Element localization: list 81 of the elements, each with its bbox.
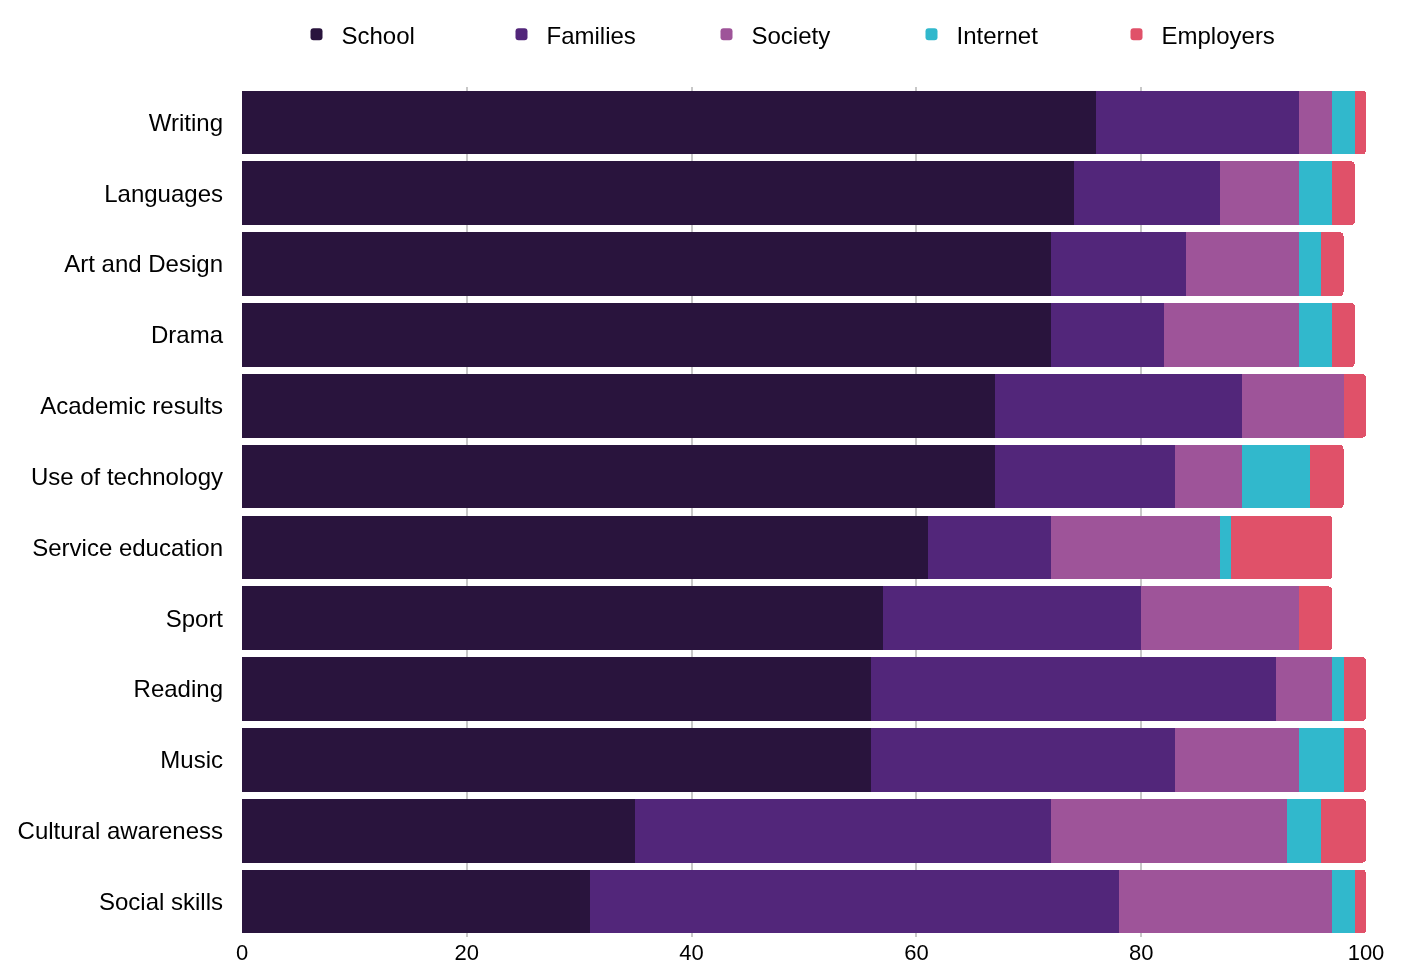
bar: [1298, 161, 1333, 226]
legend-label: School: [341, 21, 415, 49]
bar: [242, 515, 928, 580]
bar: [1276, 657, 1333, 721]
bar: [1073, 161, 1220, 226]
bar: [1343, 657, 1366, 721]
bar: [1309, 444, 1344, 509]
bar: [882, 586, 1142, 651]
bar: [1242, 373, 1344, 438]
bar: [590, 869, 1119, 934]
bar: [1096, 90, 1299, 155]
bar: [1332, 869, 1355, 934]
bar: [242, 232, 1052, 296]
bar: [1332, 657, 1344, 721]
bar: [1242, 444, 1310, 509]
x-tick-label: 20: [454, 940, 480, 965]
bar: [1174, 728, 1299, 792]
bar: [1298, 728, 1344, 792]
bar: [871, 728, 1175, 792]
y-tick-label: Sport: [165, 604, 224, 632]
bar: [995, 444, 1175, 509]
bar: [1118, 869, 1333, 934]
legend-label: Families: [546, 21, 636, 49]
bar: [242, 728, 872, 792]
bar: [635, 798, 1052, 863]
y-tick-label: Service education: [32, 533, 223, 561]
bar: [242, 90, 1097, 155]
bar: [1343, 728, 1366, 792]
bar: [1298, 586, 1333, 651]
bar: [1321, 232, 1344, 296]
y-tick-label: Art and Design: [64, 250, 223, 278]
bar: [1354, 90, 1366, 155]
bar: [1186, 232, 1299, 296]
x-tick-label: 80: [1128, 940, 1154, 965]
x-tick-label: 40: [679, 940, 704, 965]
bar: [1298, 232, 1322, 296]
bar: [995, 373, 1243, 438]
bar: [1163, 303, 1299, 367]
bar: [1141, 586, 1299, 651]
legend-label: Internet: [956, 21, 1039, 49]
bar: [1332, 303, 1355, 367]
bar: [1354, 869, 1366, 934]
legend-label: Employers: [1161, 21, 1275, 49]
y-tick-label: Cultural awareness: [17, 817, 223, 845]
bar: [1321, 798, 1366, 863]
bar: [242, 161, 1074, 226]
bar: [242, 869, 591, 934]
y-tick-label: Use of technology: [30, 462, 223, 490]
legend-label: Society: [751, 21, 831, 49]
bar: [242, 373, 996, 438]
bar: [1231, 515, 1333, 580]
y-tick-label: Social skills: [98, 887, 223, 915]
bar: [242, 303, 1052, 367]
bar: [1332, 90, 1355, 155]
x-tick-label: 100: [1347, 940, 1385, 965]
bar: [927, 515, 1052, 580]
bar: [242, 798, 636, 863]
bar: [1174, 444, 1243, 509]
bar: [1219, 161, 1299, 226]
y-tick-label: Drama: [150, 321, 224, 349]
bar: [1219, 515, 1232, 580]
y-tick-label: Writing: [148, 108, 223, 136]
x-tick-label: 0: [235, 940, 249, 965]
bar: [1332, 161, 1355, 226]
bar: [1287, 798, 1322, 863]
bar: [242, 657, 872, 721]
bar: [1051, 515, 1220, 580]
y-tick-label: Music: [160, 746, 223, 774]
y-tick-label: Reading: [133, 675, 223, 703]
bar: [242, 444, 996, 509]
bar: [1051, 303, 1164, 367]
bar: [871, 657, 1277, 721]
bar: [1343, 373, 1366, 438]
bar: [1051, 798, 1288, 863]
bar: [242, 586, 883, 651]
bar: [1298, 90, 1333, 155]
y-tick-label: Academic results: [40, 392, 223, 420]
bar: [1298, 303, 1333, 367]
x-tick-label: 60: [904, 940, 929, 965]
y-tick-label: Languages: [104, 179, 223, 207]
bar: [1051, 232, 1187, 296]
